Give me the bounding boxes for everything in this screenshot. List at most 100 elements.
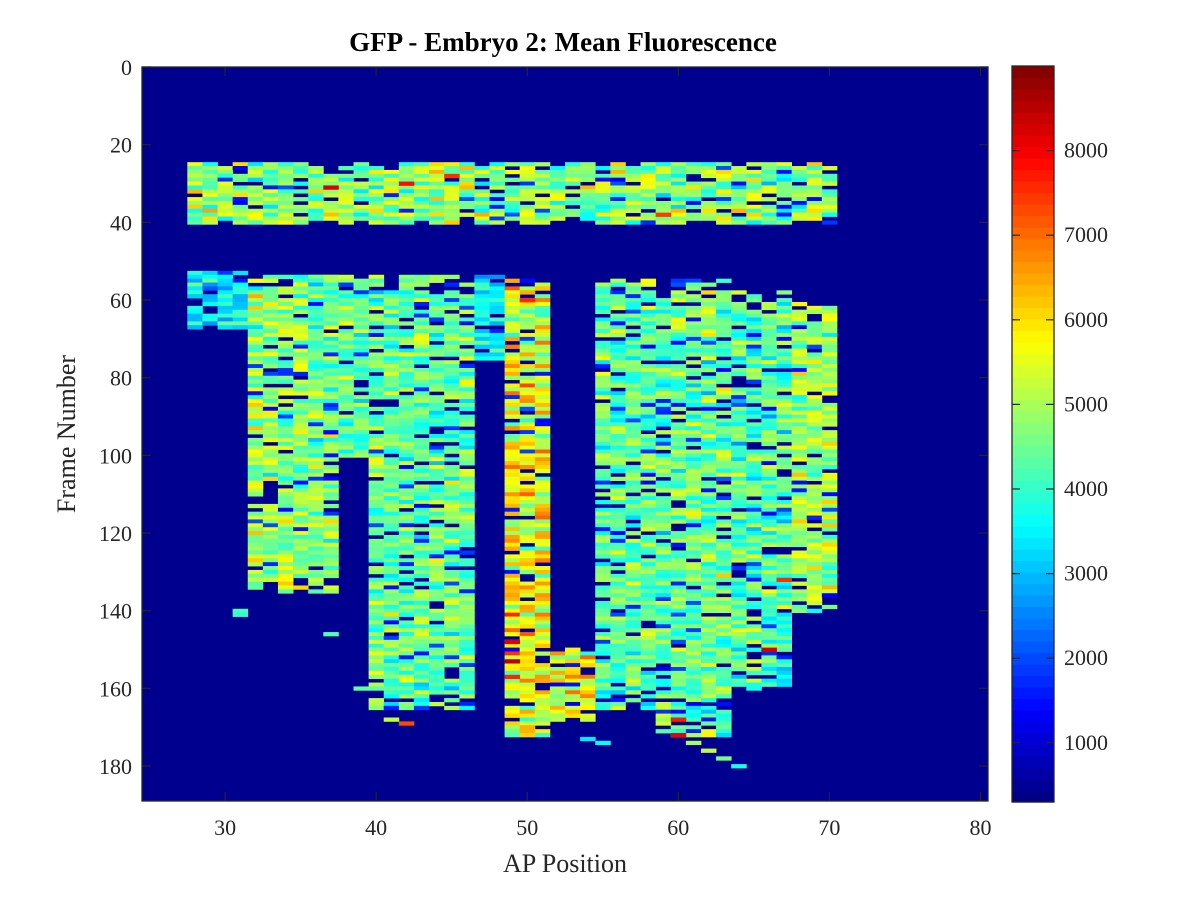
heatmap-cell xyxy=(580,674,596,680)
heatmap-cells xyxy=(187,162,838,769)
heatmap-cell xyxy=(398,608,415,614)
heatmap-cell xyxy=(368,569,385,575)
heatmap-cell xyxy=(610,635,626,641)
heatmap-cell xyxy=(323,523,339,528)
heatmap-cell xyxy=(353,208,370,214)
heatmap-cell xyxy=(308,503,324,509)
heatmap-cell xyxy=(519,492,536,497)
heatmap-cell xyxy=(504,465,521,470)
heatmap-cell xyxy=(821,507,838,513)
heatmap-cell xyxy=(368,527,385,532)
heatmap-cell xyxy=(519,220,536,225)
heatmap-cell xyxy=(262,453,279,458)
heatmap-cell xyxy=(716,670,732,676)
colorbar-swatch xyxy=(1012,457,1054,470)
heatmap-cell xyxy=(655,729,672,734)
heatmap-cell xyxy=(746,313,762,318)
heatmap-cell xyxy=(791,399,808,404)
heatmap-cell xyxy=(670,197,687,202)
heatmap-cell xyxy=(776,309,793,314)
heatmap-cell xyxy=(595,449,611,454)
heatmap-cell xyxy=(776,480,793,485)
heatmap-cell xyxy=(459,336,475,342)
heatmap-cell xyxy=(459,177,475,182)
heatmap-cell xyxy=(519,453,536,458)
heatmap-cell xyxy=(731,546,747,551)
heatmap-cell xyxy=(731,173,747,179)
heatmap-cell xyxy=(383,659,400,664)
colorbar-swatch xyxy=(1012,66,1054,79)
heatmap-cell xyxy=(655,364,672,369)
heatmap-cell xyxy=(685,725,702,730)
heatmap-cell xyxy=(625,414,641,419)
heatmap-cell xyxy=(293,406,309,412)
heatmap-cell xyxy=(368,445,385,450)
heatmap-cell xyxy=(625,639,641,645)
heatmap-cell xyxy=(368,577,385,582)
heatmap-cell xyxy=(308,492,324,497)
heatmap-cell xyxy=(761,496,777,501)
heatmap-cell xyxy=(640,352,657,357)
heatmap-cell xyxy=(700,527,717,532)
heatmap-cell xyxy=(459,647,475,652)
heatmap-cell xyxy=(534,286,551,291)
heatmap-cell xyxy=(625,577,641,582)
heatmap-cell xyxy=(670,511,687,516)
heatmap-cell xyxy=(776,189,793,194)
heatmap-cell xyxy=(504,441,521,447)
heatmap-cell xyxy=(353,371,370,377)
heatmap-cell xyxy=(413,441,430,447)
heatmap-cell xyxy=(489,208,505,214)
heatmap-cell xyxy=(670,212,687,217)
heatmap-cell xyxy=(293,197,309,202)
heatmap-cell xyxy=(625,204,641,210)
heatmap-cell xyxy=(595,546,611,551)
heatmap-cell xyxy=(716,589,732,594)
heatmap-cell xyxy=(716,647,732,652)
heatmap-cell xyxy=(746,527,762,532)
heatmap-cell xyxy=(459,701,475,707)
heatmap-cell xyxy=(262,550,279,555)
colorbar-swatch xyxy=(1012,204,1054,217)
heatmap-cell xyxy=(791,356,808,361)
heatmap-cell xyxy=(202,162,218,167)
heatmap-cell xyxy=(308,181,324,186)
heatmap-cell xyxy=(806,189,823,194)
heatmap-cell xyxy=(640,399,657,404)
heatmap-cell xyxy=(413,410,430,415)
heatmap-cell xyxy=(444,437,460,443)
heatmap-cell xyxy=(534,581,551,586)
heatmap-cell xyxy=(534,434,551,439)
heatmap-cell xyxy=(429,298,445,303)
heatmap-cell xyxy=(459,600,475,606)
heatmap-cell xyxy=(338,294,354,299)
heatmap-cell xyxy=(353,305,370,311)
heatmap-cell xyxy=(413,367,430,373)
heatmap-cell xyxy=(685,670,702,676)
heatmap-cell xyxy=(459,193,475,198)
heatmap-cell xyxy=(670,294,687,299)
heatmap-cell xyxy=(368,468,385,474)
heatmap-cell xyxy=(474,317,490,322)
heatmap-cell xyxy=(776,461,793,466)
heatmap-cell xyxy=(731,399,747,404)
heatmap-cell xyxy=(580,189,596,194)
heatmap-cell xyxy=(444,208,460,214)
heatmap-cell xyxy=(519,546,536,551)
heatmap-cell xyxy=(776,298,793,303)
heatmap-cell xyxy=(685,216,702,221)
heatmap-cell xyxy=(731,434,747,439)
heatmap-cell xyxy=(640,457,657,462)
heatmap-cell xyxy=(323,465,339,470)
heatmap-cell xyxy=(338,309,354,314)
heatmap-cell xyxy=(504,200,521,206)
heatmap-cell xyxy=(595,379,611,384)
heatmap-cell xyxy=(459,325,475,330)
heatmap-cell xyxy=(700,569,717,575)
heatmap-cell xyxy=(821,538,838,544)
heatmap-cell xyxy=(383,566,400,571)
heatmap-cell xyxy=(806,340,823,346)
heatmap-cell xyxy=(746,426,762,431)
heatmap-cell xyxy=(761,480,777,485)
heatmap-cell xyxy=(413,426,430,431)
